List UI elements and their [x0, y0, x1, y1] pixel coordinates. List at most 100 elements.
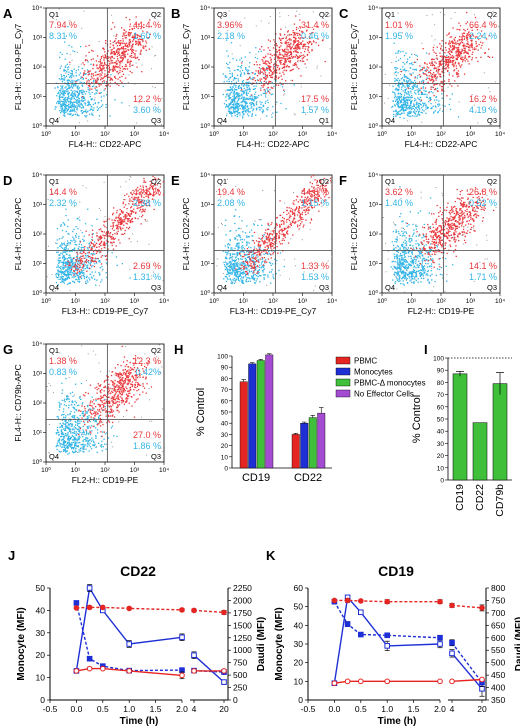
- cyan-event: [407, 103, 409, 105]
- cyan-event: [247, 92, 249, 94]
- red-event: [91, 236, 93, 238]
- cyan-event: [67, 263, 69, 265]
- red-event: [122, 46, 124, 48]
- red-event: [111, 62, 114, 64]
- red-event: [438, 63, 440, 65]
- cyan-event: [74, 270, 76, 272]
- cyan-event: [260, 253, 262, 255]
- cyan-event: [78, 93, 80, 95]
- cyan-event: [420, 100, 422, 102]
- cyan-event: [243, 73, 246, 75]
- red-event: [144, 211, 146, 213]
- red-event: [455, 47, 457, 49]
- cyan-event: [239, 98, 241, 100]
- cyan-event: [84, 268, 86, 270]
- red-event: [465, 36, 468, 38]
- cyan-event: [234, 237, 236, 239]
- cyan-event: [59, 93, 61, 95]
- red-event: [452, 59, 454, 62]
- red-event: [146, 188, 148, 190]
- red-event: [131, 196, 133, 199]
- cyan-event: [241, 263, 243, 265]
- cyan-event: [413, 110, 415, 113]
- red-event: [452, 42, 454, 44]
- red-event: [126, 44, 129, 46]
- cyan-event: [403, 79, 405, 82]
- red-event: [449, 36, 451, 38]
- cyan-event: [397, 100, 399, 103]
- red-event: [279, 52, 281, 54]
- red-event: [140, 196, 143, 198]
- red-event: [150, 183, 153, 185]
- cyan-event: [232, 92, 234, 94]
- cyan-event: [231, 270, 234, 272]
- cyan-event: [410, 63, 412, 65]
- cyan-event: [241, 281, 244, 283]
- red-event: [98, 236, 100, 238]
- panel-letter: B: [171, 6, 180, 21]
- red-event: [290, 51, 292, 54]
- red-event: [125, 42, 128, 44]
- red-event: [127, 214, 130, 216]
- red-event: [69, 61, 71, 63]
- cyan-event: [58, 97, 60, 99]
- cyan-event: [255, 266, 257, 268]
- red-event: [111, 238, 113, 240]
- cyan-event: [425, 68, 427, 70]
- cyan-event: [407, 96, 409, 98]
- cyan-event: [241, 64, 243, 67]
- other-event: [419, 81, 421, 83]
- red-event: [113, 238, 115, 240]
- red-event: [94, 71, 97, 73]
- red-event: [122, 219, 124, 221]
- cyan-event: [246, 267, 248, 269]
- cyan-event: [77, 274, 79, 277]
- red-event: [463, 36, 466, 38]
- cyan-event: [236, 244, 238, 246]
- red-event: [452, 45, 454, 47]
- red-event: [143, 47, 145, 50]
- quadrant-label: Q4: [49, 283, 59, 292]
- red-event: [110, 60, 112, 62]
- red-event: [257, 70, 259, 72]
- red-event: [122, 227, 124, 229]
- cyan-event: [422, 105, 424, 107]
- red-event: [297, 47, 299, 49]
- red-event: [282, 57, 285, 59]
- cyan-event: [225, 234, 227, 236]
- cyan-event: [67, 277, 69, 279]
- red-event: [283, 67, 286, 69]
- red-event: [136, 205, 138, 207]
- red-event: [157, 178, 160, 180]
- cyan-event: [246, 236, 248, 239]
- red-event: [463, 35, 465, 37]
- cyan-event: [67, 240, 69, 242]
- red-event: [82, 265, 84, 267]
- red-event: [122, 51, 124, 53]
- red-event: [133, 39, 135, 41]
- other-event: [103, 181, 105, 183]
- red-event: [302, 45, 304, 48]
- cyan-event: [236, 253, 238, 255]
- red-event: [304, 43, 306, 46]
- cyan-event: [63, 282, 65, 284]
- cyan-event: [426, 94, 428, 96]
- cyan-event: [68, 275, 70, 277]
- other-event: [435, 57, 437, 59]
- red-event: [102, 244, 104, 246]
- other-event: [441, 59, 443, 61]
- red-event: [116, 53, 119, 55]
- cyan-event: [409, 108, 411, 110]
- cyan-event: [234, 107, 237, 110]
- cyan-event: [230, 102, 232, 104]
- cyan-event: [110, 74, 112, 76]
- cyan-event: [235, 269, 238, 271]
- red-event: [118, 40, 120, 42]
- red-event: [288, 38, 290, 41]
- cyan-event: [397, 59, 400, 61]
- red-event: [465, 45, 467, 48]
- red-event: [131, 37, 134, 39]
- cyan-event: [401, 77, 404, 79]
- red-event: [101, 231, 103, 233]
- other-event: [306, 46, 308, 47]
